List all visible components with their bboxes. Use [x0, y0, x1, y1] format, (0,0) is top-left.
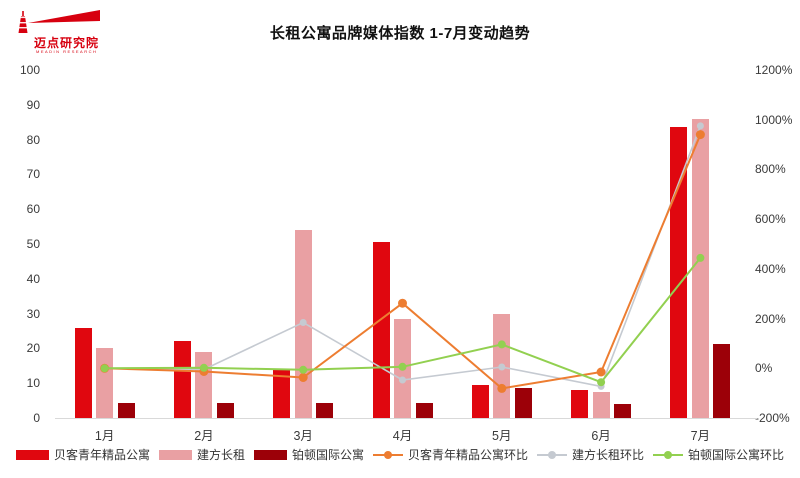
legend-label: 贝客青年精品公寓 [53, 448, 150, 462]
legend-label: 建方长租 [196, 448, 245, 462]
legend-item-建方长租环比: 建方长租环比 [537, 446, 644, 463]
legend-bar-swatch [253, 449, 287, 460]
bar-贝客青年精品公寓-7月 [670, 127, 688, 418]
bar-建方长租-6月 [592, 391, 610, 418]
legend-label: 贝客青年精品公寓环比 [408, 448, 529, 462]
x-axis-tick-4月: 4月 [392, 429, 413, 443]
bar-建方长租-2月 [195, 351, 213, 418]
bar-建方长租-4月 [394, 318, 411, 418]
legend-dot [664, 450, 673, 459]
left-axis-tick-50: 50 [26, 237, 40, 251]
bar-贝客青年精品公寓-3月 [273, 369, 291, 418]
x-axis-line [55, 418, 757, 419]
x-axis-tick-1月: 1月 [94, 429, 115, 443]
legend-line-swatch [537, 450, 568, 459]
right-axis-tick-400%: 400% [755, 261, 786, 276]
lighthouse-icon [18, 10, 100, 33]
left-axis-tick-100: 100 [19, 63, 40, 77]
left-axis-tick-10: 10 [26, 376, 40, 391]
left-axis-tick-70: 70 [26, 167, 40, 182]
legend-dot [384, 450, 392, 459]
left-axis-tick-40: 40 [26, 271, 40, 286]
bar-贝客青年精品公寓-6月 [571, 390, 589, 418]
bar-建方长租-3月 [294, 230, 312, 418]
x-axis-tick-5月: 5月 [492, 429, 512, 443]
bar-铂顿国际公寓-1月 [117, 403, 135, 418]
x-axis-tick-6月: 6月 [591, 429, 611, 443]
chart-title: 长租公寓品牌媒体指数 1-7月变动趋势 [269, 25, 531, 42]
left-axis-tick-60: 60 [26, 202, 40, 217]
bar-贝客青年精品公寓-2月 [173, 341, 191, 418]
legend-label: 建方长租环比 [572, 448, 645, 462]
legend-label: 铂顿国际公寓 [291, 448, 364, 462]
legend-bar-swatch [15, 449, 49, 460]
logo-name: 迈点研究院 [34, 36, 100, 50]
bar-建方长租-7月 [691, 118, 709, 418]
legend-label: 铂顿国际公寓环比 [688, 448, 785, 462]
legend-item-贝客青年精品公寓环比: 贝客青年精品公寓环比 [373, 446, 528, 463]
left-axis-tick-80: 80 [26, 132, 40, 147]
left-axis-tick-20: 20 [26, 341, 40, 356]
logo: 迈点研究院 MEADIN RESEARCH [12, 8, 122, 56]
bar-贝客青年精品公寓-4月 [372, 242, 390, 418]
right-axis-tick-200%: 200% [755, 311, 786, 326]
legend-item-建方长租: 建方长租 [158, 446, 245, 463]
bar-贝客青年精品公寓-5月 [471, 384, 489, 418]
bar-建方长租-5月 [493, 313, 511, 418]
bar-铂顿国际公寓-6月 [614, 404, 632, 418]
right-axis-tick-800%: 800% [755, 162, 786, 177]
logo-subtext: MEADIN RESEARCH [36, 49, 98, 54]
legend-line-swatch [373, 450, 403, 459]
bar-铂顿国际公寓-2月 [216, 402, 234, 418]
legend: 贝客青年精品公寓 建方长租 铂顿国际公寓 贝客青年精品公寓环比 建方长租环比 铂顿国际公寓… [0, 446, 800, 463]
right-axis-tick-1200%: 1200% [755, 63, 793, 77]
x-axis-tick-7月: 7月 [690, 429, 711, 443]
legend-item-铂顿国际公寓: 铂顿国际公寓 [253, 446, 364, 463]
point-建方长租环比-6月 [597, 382, 605, 390]
legend-bar-swatch [158, 449, 192, 460]
x-axis-tick-2月: 2月 [194, 429, 214, 443]
bar-建方长租-1月 [96, 348, 114, 418]
legend-dot [548, 450, 557, 459]
right-axis-tick-0%: 0% [755, 361, 773, 376]
bar-铂顿国际公寓-3月 [316, 403, 334, 418]
x-axis-tick-3月: 3月 [293, 429, 313, 443]
left-axis-tick-30: 30 [26, 306, 40, 321]
legend-item-贝客青年精品公寓: 贝客青年精品公寓 [15, 446, 150, 463]
point-铂顿国际公寓环比-6月 [597, 378, 606, 387]
right-axis-tick-1000%: 1000% [755, 112, 793, 127]
right-axis-tick--200%: -200% [755, 411, 790, 425]
legend-item-铂顿国际公寓环比: 铂顿国际公寓环比 [653, 446, 784, 463]
point-贝客青年精品公寓环比-6月 [596, 367, 606, 377]
left-axis-tick-90: 90 [26, 97, 40, 112]
bar-贝客青年精品公寓-1月 [74, 327, 92, 418]
right-axis-tick-600%: 600% [755, 212, 786, 227]
legend-line-swatch [653, 450, 684, 459]
bar-铂顿国际公寓-7月 [713, 343, 731, 418]
point-贝客青年精品公寓环比-4月 [398, 298, 407, 308]
bar-铂顿国际公寓-5月 [514, 388, 532, 418]
left-axis-tick-0: 0 [33, 411, 40, 425]
bar-铂顿国际公寓-4月 [415, 402, 433, 418]
